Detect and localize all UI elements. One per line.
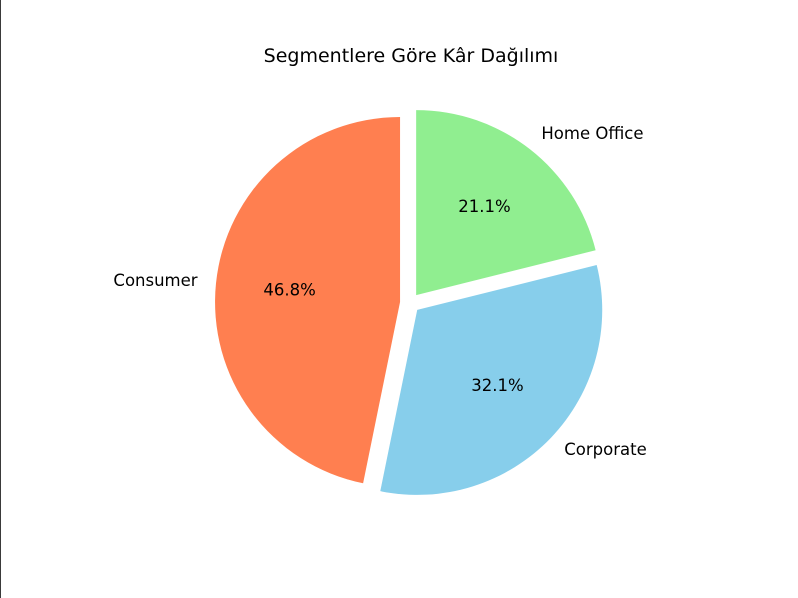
pie-slices	[215, 110, 603, 495]
slice-percent-label: 32.1%	[471, 376, 523, 395]
pie-slice-home-office	[416, 110, 596, 296]
pie-labels: Home Office 21.1% Corporate 32.1% Consumer 46…	[113, 124, 646, 459]
slice-label: Consumer	[113, 271, 197, 290]
slice-percent-label: 21.1%	[458, 197, 510, 216]
slice-label: Corporate	[564, 440, 646, 459]
pie-slice-consumer	[215, 116, 401, 484]
slice-percent-label: 46.8%	[263, 280, 315, 299]
chart-title: Segmentlere Göre Kâr Dağılımı	[264, 45, 559, 67]
pie-slice-corporate	[380, 265, 603, 495]
slice-label: Home Office	[541, 124, 643, 143]
